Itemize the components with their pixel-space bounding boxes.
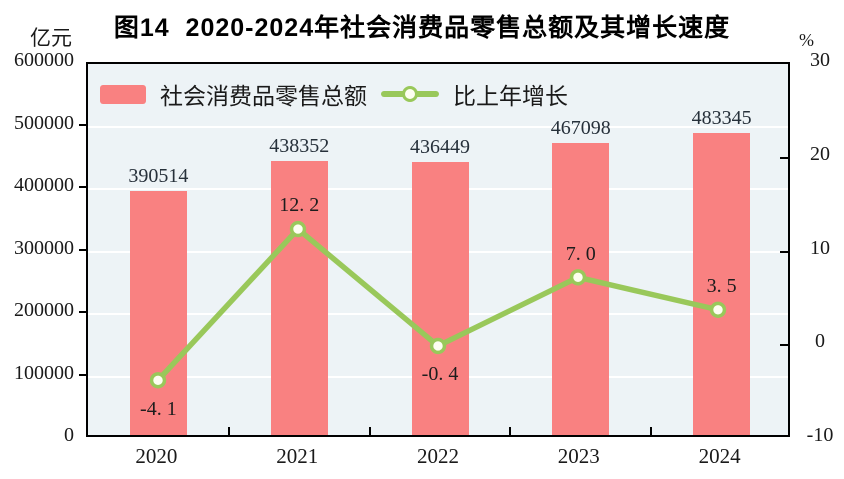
left-axis-tick-label: 400000 bbox=[14, 174, 74, 196]
x-axis-category-label: 2024 bbox=[698, 444, 741, 468]
right-axis-tick-mark bbox=[780, 250, 788, 253]
gridline bbox=[88, 125, 788, 128]
legend-bar-label: 社会消费品零售总额 bbox=[160, 84, 367, 109]
bar-2020 bbox=[129, 190, 187, 435]
bar-2023 bbox=[552, 143, 610, 435]
line-value-label: 12. 2 bbox=[279, 193, 320, 216]
left-axis-tick-label: 200000 bbox=[14, 299, 74, 321]
x-axis-tick-mark bbox=[650, 427, 653, 435]
x-axis-category-label: 2020 bbox=[135, 444, 178, 468]
x-axis-category-label: 2022 bbox=[417, 444, 459, 468]
right-axis-tick-label: 10 bbox=[810, 236, 830, 259]
x-axis-tick-mark bbox=[509, 427, 512, 435]
legend-marker-dot-icon bbox=[402, 86, 418, 102]
left-axis-tick-mark bbox=[79, 311, 86, 313]
x-axis-tick-mark bbox=[368, 427, 371, 435]
line-marker bbox=[709, 301, 727, 318]
line-marker bbox=[569, 269, 587, 286]
left-axis-tick-label: 600000 bbox=[14, 49, 74, 71]
line-marker bbox=[429, 337, 447, 355]
bar-2022 bbox=[411, 162, 469, 435]
line-value-label: 3. 5 bbox=[706, 275, 737, 298]
left-axis-tick-mark bbox=[79, 186, 86, 188]
left-axis-tick-mark bbox=[79, 248, 86, 251]
legend-bar-swatch-icon bbox=[100, 84, 146, 104]
left-axis-tick-label: 300000 bbox=[14, 236, 74, 259]
line-value-label: -0. 4 bbox=[421, 363, 459, 385]
line-marker bbox=[289, 220, 307, 238]
bar-value-label: 438352 bbox=[269, 135, 330, 158]
left-axis-tick-mark bbox=[79, 373, 86, 376]
left-axis-unit-label: 亿元 bbox=[30, 26, 72, 50]
bar-2024 bbox=[693, 132, 751, 435]
x-axis-category-label: 2021 bbox=[276, 444, 319, 468]
right-axis-unit-label: % bbox=[799, 30, 814, 50]
left-axis-tick-label: 100000 bbox=[14, 361, 74, 384]
bar-value-label: 483345 bbox=[691, 106, 752, 129]
line-value-label: -4. 1 bbox=[140, 397, 177, 420]
left-axis-tick-mark bbox=[79, 123, 86, 126]
x-axis-tick-mark bbox=[227, 427, 230, 435]
growth-line-chart bbox=[149, 220, 727, 389]
right-axis-tick-mark bbox=[780, 156, 788, 159]
bar-value-label: 436449 bbox=[410, 136, 470, 159]
right-axis-tick-label: 20 bbox=[810, 142, 830, 165]
left-axis-tick-label: 0 bbox=[64, 424, 74, 446]
line-value-label: 7. 0 bbox=[565, 242, 596, 265]
right-axis-tick-label: 30 bbox=[810, 49, 830, 71]
chart-title: 图14 2020-2024年社会消费品零售总额及其增长速度 bbox=[113, 14, 731, 42]
bar-value-label: 390514 bbox=[128, 164, 189, 187]
legend-line-label: 比上年增长 bbox=[453, 84, 568, 109]
x-axis-category-label: 2023 bbox=[557, 444, 600, 468]
bar-value-label: 467098 bbox=[550, 117, 611, 140]
legend: 社会消费品零售总额 比上年增长 bbox=[100, 77, 568, 111]
right-axis-tick-label: -10 bbox=[806, 424, 834, 446]
legend-line-marker-icon bbox=[381, 86, 439, 102]
right-axis-tick-label: 0 bbox=[815, 330, 825, 353]
plot-area: 社会消费品零售总额 比上年增长 390514 438352 436449 467098… bbox=[86, 62, 790, 437]
right-axis-tick-mark bbox=[780, 344, 788, 347]
line-marker bbox=[149, 372, 167, 389]
left-axis-tick-label: 500000 bbox=[14, 111, 74, 134]
bar-2021 bbox=[270, 161, 328, 435]
